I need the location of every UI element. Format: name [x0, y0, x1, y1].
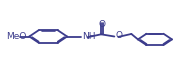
Text: MeO: MeO: [6, 32, 26, 41]
Text: O: O: [99, 20, 106, 29]
Text: O: O: [115, 31, 122, 40]
Text: NH: NH: [82, 32, 96, 41]
